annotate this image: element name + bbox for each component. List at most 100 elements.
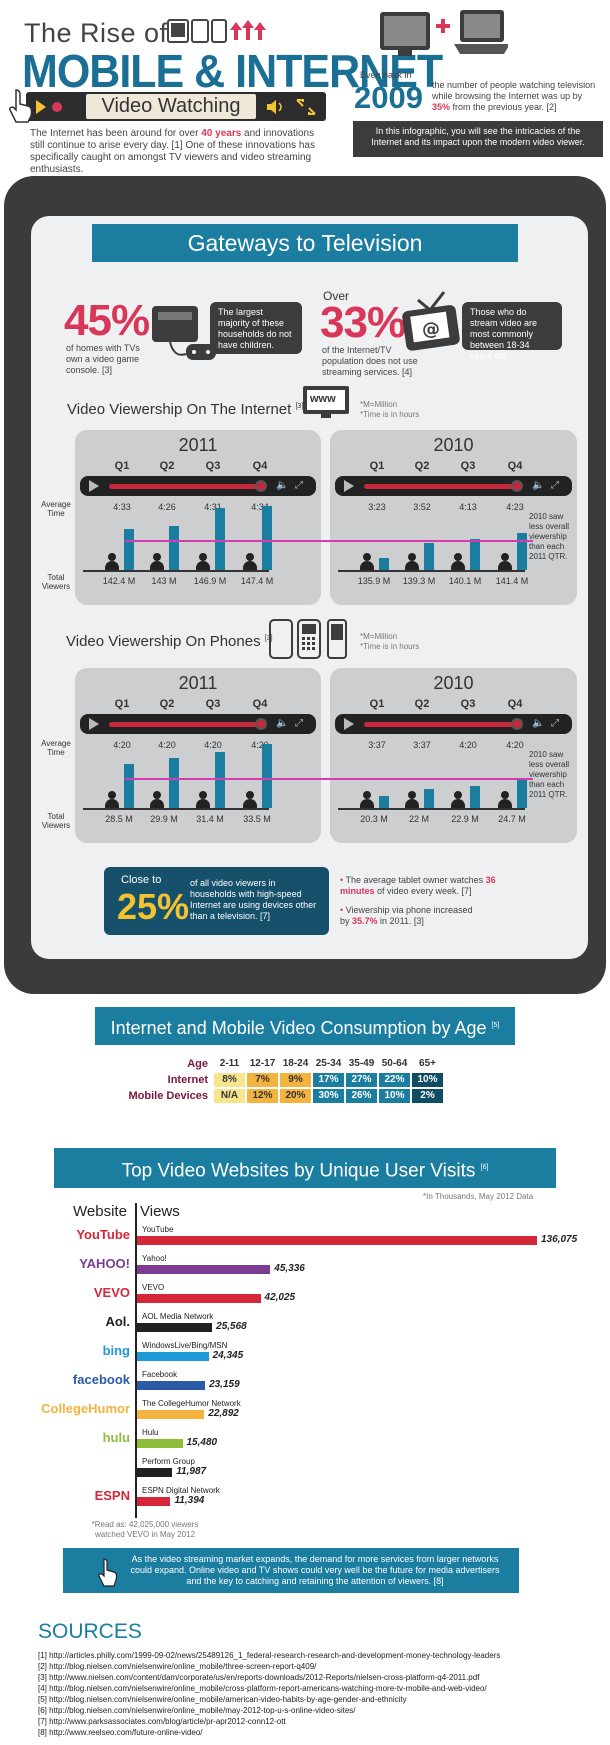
internet-person-head-icon [408, 553, 416, 561]
internet-viewers-bar [379, 558, 389, 570]
phones-progress-knob [511, 718, 523, 730]
age-col: 2-11 [219, 1058, 240, 1069]
pointer-hand-icon [9, 89, 33, 123]
internet-person-body-icon [405, 561, 419, 570]
phones-person-head-icon [199, 791, 207, 799]
age-internet-cell: 27% [346, 1073, 377, 1087]
site-bar [137, 1352, 209, 1361]
site-value: 11,987 [176, 1466, 207, 1477]
phones-viewers-bar [215, 752, 225, 808]
phones-total-viewers: 22.9 M [451, 814, 479, 824]
internet-note-1: *M=Million [360, 400, 398, 409]
bullet1-post: of video every week. [7] [374, 886, 472, 896]
site-logo: Aol. [105, 1314, 130, 1329]
internet-quarter-label: Q1 [369, 460, 385, 472]
age-mobile-cell: 30% [313, 1089, 344, 1103]
phones-title: Video Viewership On Phones [3] [66, 633, 273, 650]
phones-person-body-icon [150, 799, 164, 808]
year-highlight: 35% [432, 102, 451, 112]
internet-panel-year: 2010 [433, 435, 474, 455]
phones-total-viewers: 28.5 M [105, 814, 133, 824]
site-name: VEVO [142, 1283, 165, 1292]
phones-fullscreen-icon: ⤢ [295, 718, 303, 729]
year-text: the number of people watching television… [432, 80, 602, 113]
internet-quarter-label: Q3 [460, 460, 476, 472]
phones-person-body-icon [360, 799, 374, 808]
internet-viewers-bar [424, 542, 434, 570]
age-ref: [5] [491, 1022, 500, 1029]
sites-axis [135, 1203, 137, 1518]
phones-viewers-label: Total Viewers [41, 812, 71, 830]
internet-total-viewers: 146.9 M [193, 576, 227, 586]
internet-avg-time: 4:13 [459, 502, 477, 512]
site-bar [137, 1265, 271, 1274]
phones-avg-time: 3:37 [413, 740, 431, 750]
sites-title: Top Video Websites by Unique User Visits… [54, 1148, 556, 1188]
close-to-label: Close to [121, 874, 162, 886]
internet-compare-line [125, 540, 533, 542]
phones-total-viewers: 20.3 M [360, 814, 388, 824]
internet-avg-time: 4:31 [204, 502, 222, 512]
phones-quarter-label: Q4 [507, 698, 523, 710]
internet-viewers-label: Total Viewers [41, 573, 71, 591]
phones-viewers-bar [169, 758, 179, 808]
internet-person-body-icon [451, 561, 465, 570]
phones-avg-time: 4:20 [204, 740, 222, 750]
intro-text-pre: The Internet has been around for over [30, 128, 202, 139]
www-label: www [310, 393, 336, 405]
bullet1-pre: The average tablet owner watches [345, 875, 486, 885]
site-logo: CollegeHumor [41, 1401, 130, 1416]
site-logo: ESPN [94, 1488, 130, 1503]
stat2-box: Those who do stream video are most commo… [462, 302, 562, 361]
title-line-2: MOBILE & INTERNET [22, 46, 443, 98]
age-col: 65+ [419, 1058, 436, 1069]
internet-person-head-icon [454, 553, 462, 561]
even-back-label: Even back in [360, 70, 412, 80]
phones-progress-track [364, 722, 521, 727]
phones-viewers-bar [379, 796, 389, 808]
col-website: Website [73, 1203, 127, 1220]
intro-dark-box: In this infographic, you will see the in… [353, 121, 603, 157]
intro-text-post: and innovations still continue to arise … [30, 128, 315, 175]
phones-person-body-icon [105, 799, 119, 808]
phones-quarter-label: Q4 [252, 698, 268, 710]
site-name: Perform Group [142, 1457, 195, 1466]
intro-text: The Internet has been around for over 40… [30, 128, 330, 176]
site-bar [137, 1468, 173, 1477]
phones-avg-time: 4:20 [459, 740, 477, 750]
phones-avg-time: 3:37 [368, 740, 386, 750]
source-item: [5] http://blog.nielsen.com/nielsenwire/… [38, 1695, 407, 1704]
phones-person-body-icon [451, 799, 465, 808]
internet-avg-time: 4:34 [251, 502, 269, 512]
internet-progress-track [364, 484, 521, 489]
year-2009: 2009 [354, 80, 423, 115]
source-item: [6] http://blog.nielsen.com/nielsenwire/… [38, 1706, 356, 1715]
internet-total-viewers: 147.4 M [240, 576, 274, 586]
age-internet-cell: 22% [379, 1073, 410, 1087]
internet-avg-time: 4:26 [158, 502, 176, 512]
source-item: [2] http://blog.nielsen.com/nielsenwire/… [38, 1662, 317, 1671]
internet-avg-time: 3:52 [413, 502, 431, 512]
internet-play-icon [89, 480, 99, 492]
site-value: 15,480 [186, 1437, 218, 1448]
site-bar [137, 1323, 213, 1332]
bullet2-post: in 2011. [3] [377, 916, 424, 926]
site-name: Yahoo! [142, 1254, 167, 1263]
tablet-bullet: • The average tablet owner watches 36 mi… [340, 875, 500, 897]
phones-total-viewers: 24.7 M [498, 814, 526, 824]
phones-progress-knob [255, 718, 267, 730]
source-item: [4] http://blog.nielsen.com/nielsenwire/… [38, 1684, 487, 1693]
bullet-dot-2: • [340, 905, 346, 915]
phones-volume-icon: 🔈 [532, 718, 545, 729]
age-col: 50-64 [381, 1058, 408, 1069]
site-logo: facebook [72, 1372, 130, 1387]
internet-viewers-bar [124, 528, 134, 570]
internet-progress-knob [255, 480, 267, 492]
phones-total-viewers: 31.4 M [196, 814, 224, 824]
internet-avg-time: 3:23 [368, 502, 386, 512]
phones-play-icon [344, 718, 354, 730]
site-logo: VEVO [93, 1285, 130, 1300]
phones-person-head-icon [454, 791, 462, 799]
internet-total-viewers: 135.9 M [357, 576, 391, 586]
internet-note-2: *Time is in hours [360, 410, 420, 419]
